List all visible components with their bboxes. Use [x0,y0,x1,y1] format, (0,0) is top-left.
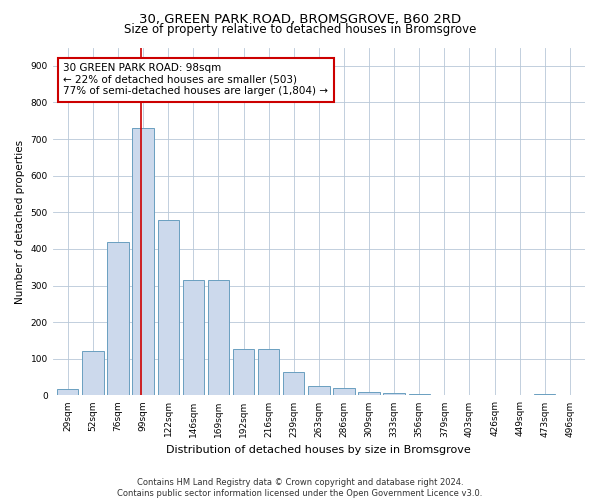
Bar [233,348,254,396]
Bar [383,392,405,396]
Bar [409,394,430,396]
Text: Size of property relative to detached houses in Bromsgrove: Size of property relative to detached ho… [124,22,476,36]
Bar [534,394,556,396]
Bar [283,372,304,396]
Bar [133,128,154,396]
X-axis label: Distribution of detached houses by size in Bromsgrove: Distribution of detached houses by size … [166,445,471,455]
Bar [182,280,204,396]
Y-axis label: Number of detached properties: Number of detached properties [15,140,25,304]
Bar [208,280,229,396]
Bar [333,388,355,396]
Bar [258,348,279,396]
Text: 30 GREEN PARK ROAD: 98sqm
← 22% of detached houses are smaller (503)
77% of semi: 30 GREEN PARK ROAD: 98sqm ← 22% of detac… [64,63,328,96]
Bar [82,352,104,396]
Bar [158,220,179,396]
Bar [308,386,329,396]
Bar [358,392,380,396]
Bar [57,389,79,396]
Text: Contains HM Land Registry data © Crown copyright and database right 2024.
Contai: Contains HM Land Registry data © Crown c… [118,478,482,498]
Text: 30, GREEN PARK ROAD, BROMSGROVE, B60 2RD: 30, GREEN PARK ROAD, BROMSGROVE, B60 2RD [139,12,461,26]
Bar [107,242,128,396]
